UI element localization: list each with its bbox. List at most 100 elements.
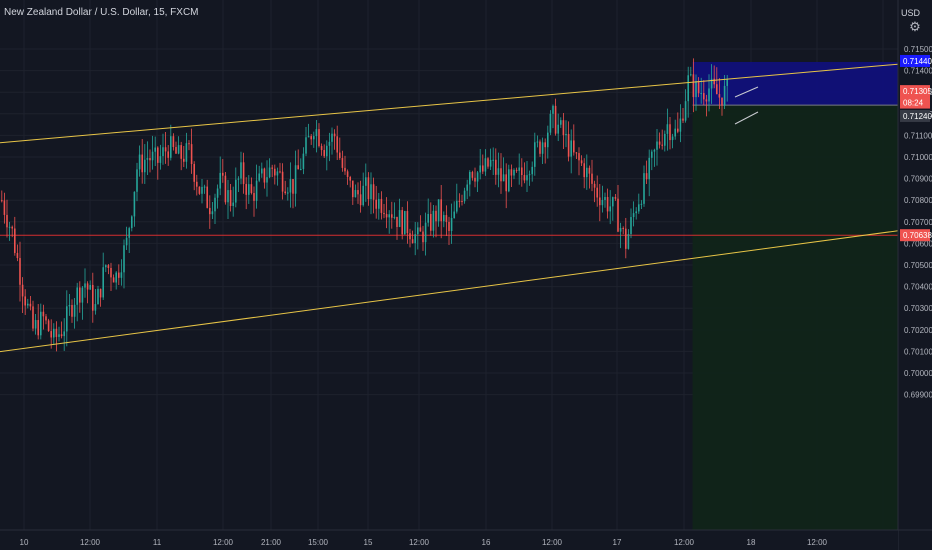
candle-body	[175, 147, 177, 154]
candle	[367, 172, 370, 206]
candle	[658, 132, 661, 149]
candle	[180, 141, 182, 171]
candle-body	[206, 186, 208, 208]
candle	[612, 196, 614, 221]
candle-body	[167, 151, 169, 158]
candle	[141, 139, 143, 184]
candle	[50, 319, 52, 349]
candle	[456, 183, 458, 214]
candle	[383, 203, 385, 219]
candle	[133, 191, 136, 227]
candle	[297, 149, 299, 170]
candle-body	[188, 143, 190, 145]
candle	[357, 182, 359, 204]
candle	[172, 133, 175, 151]
candle-body	[266, 177, 268, 183]
candle-body	[326, 145, 328, 157]
candle-body	[328, 141, 331, 146]
candle-body	[370, 184, 372, 200]
candle-body	[359, 194, 362, 206]
price-label-entry-bg	[900, 109, 930, 122]
candle-body	[110, 268, 112, 278]
candle	[305, 126, 307, 157]
candle	[445, 205, 448, 237]
candle	[125, 226, 128, 250]
price-tick-label: 0.70500	[904, 261, 932, 270]
candle	[557, 113, 559, 142]
candle-body	[71, 305, 73, 317]
candle-body	[123, 245, 125, 273]
candle-body	[484, 158, 487, 172]
candle-body	[172, 136, 175, 148]
candle-body	[638, 204, 640, 212]
candle	[588, 165, 591, 189]
candle-body	[79, 287, 81, 303]
candle	[692, 58, 695, 113]
candle-body	[201, 186, 203, 194]
candle-body	[375, 199, 377, 209]
candle	[107, 264, 110, 275]
candle	[554, 98, 557, 136]
candle-body	[653, 149, 656, 152]
candle	[427, 198, 429, 227]
candle-body	[105, 265, 107, 268]
candle	[112, 274, 115, 283]
candle-body	[180, 145, 182, 159]
candle	[232, 186, 234, 217]
candle-body	[1, 200, 3, 202]
candle-body	[627, 233, 630, 249]
candle	[671, 133, 674, 149]
time-tick-label: 15	[364, 538, 373, 547]
candle-body	[380, 198, 383, 213]
candle	[651, 149, 653, 171]
candle-body	[599, 197, 601, 206]
gear-icon[interactable]: ⚙	[909, 19, 921, 34]
price-tick-label: 0.70400	[904, 283, 932, 292]
candle	[68, 293, 71, 316]
candle-body	[313, 136, 315, 140]
candle	[721, 97, 723, 116]
candle	[53, 323, 55, 346]
candle	[224, 172, 227, 205]
candle-body	[398, 210, 401, 227]
candle	[432, 204, 435, 238]
candle-body	[445, 215, 448, 222]
candle	[370, 172, 372, 215]
candle	[521, 158, 523, 187]
candle-body	[526, 175, 528, 181]
candle	[86, 281, 89, 304]
candle	[619, 222, 622, 249]
candle-body	[92, 284, 94, 311]
candle	[716, 67, 718, 95]
candle-body	[133, 191, 136, 217]
candle-body	[66, 306, 68, 332]
candle-body	[203, 186, 206, 188]
candle-body	[268, 167, 271, 178]
time-tick-label: 15:00	[308, 538, 329, 547]
candle-body	[536, 141, 539, 143]
candle	[188, 140, 190, 151]
candle-body	[323, 150, 325, 157]
candle-body	[695, 81, 697, 98]
candle-body	[721, 97, 723, 106]
candle-body	[437, 199, 440, 222]
candle	[684, 89, 687, 123]
candle-body	[471, 171, 474, 178]
candle	[19, 241, 21, 302]
candle-body	[474, 177, 476, 182]
candle	[1, 190, 3, 203]
candle	[214, 193, 216, 224]
candle	[627, 229, 630, 250]
time-tick-label: 12:00	[213, 538, 234, 547]
candle	[45, 313, 47, 325]
candle	[227, 179, 229, 219]
candle-body	[614, 197, 617, 199]
candle-body	[14, 228, 16, 253]
candle-body	[609, 206, 611, 212]
candle-body	[34, 320, 37, 329]
candle-body	[367, 177, 370, 200]
candle-body	[391, 214, 393, 218]
candle-body	[458, 200, 461, 202]
